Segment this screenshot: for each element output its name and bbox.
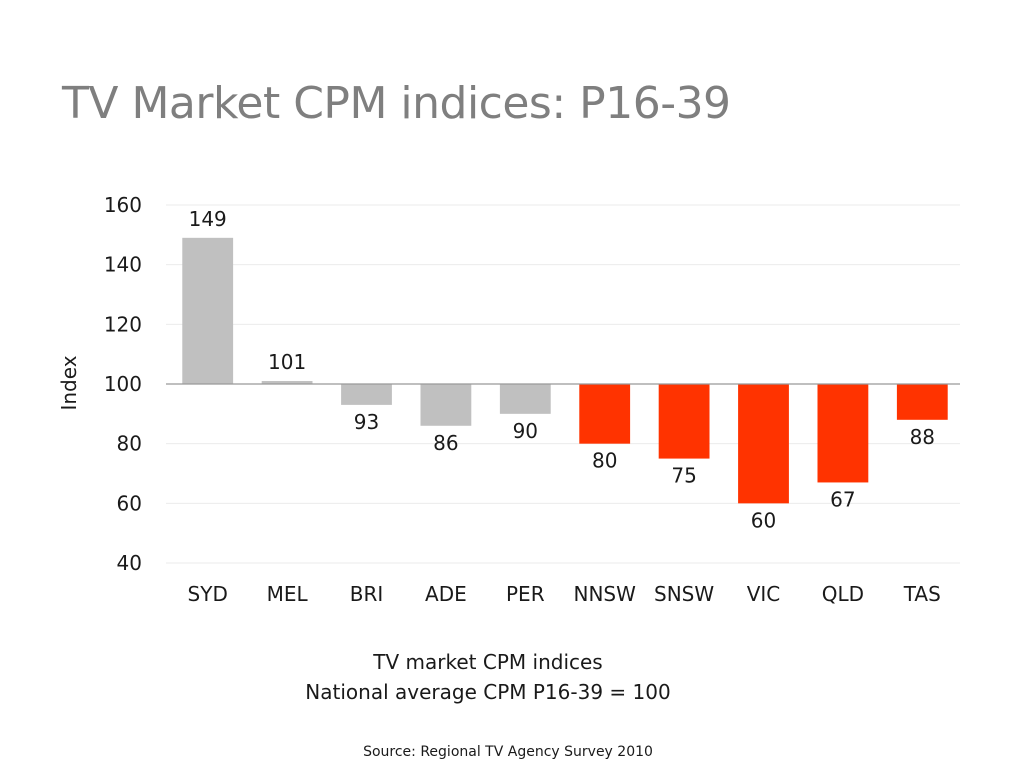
- y-axis-ticks: 40 60 80 100 120 140 160: [104, 193, 142, 575]
- y-tick-label: 80: [117, 432, 142, 456]
- bar-mel: [261, 381, 313, 384]
- bar-qld: [817, 384, 869, 483]
- data-label: 67: [830, 487, 855, 511]
- bars: [182, 237, 948, 504]
- x-tick-label: VIC: [747, 582, 781, 606]
- x-tick-label: ADE: [425, 582, 467, 606]
- bar-syd: [182, 237, 234, 384]
- y-tick-label: 40: [117, 551, 142, 575]
- y-tick-label: 60: [117, 491, 142, 515]
- data-label: 60: [751, 508, 776, 532]
- x-tick-label: MEL: [267, 582, 309, 606]
- data-labels: 149 101 93 86 90 80 75 60 67 88: [189, 207, 935, 533]
- data-label: 149: [189, 207, 227, 231]
- source-note: Source: Regional TV Agency Survey 2010: [363, 744, 653, 760]
- data-label: 80: [592, 449, 617, 473]
- x-tick-label: NNSW: [573, 582, 636, 606]
- x-tick-label: SNSW: [654, 582, 714, 606]
- bar-snsw: [658, 384, 710, 459]
- slide-title: TV Market CPM indices: P16-39: [62, 78, 731, 129]
- data-label: 75: [671, 464, 696, 488]
- y-axis-label: Index: [57, 355, 81, 410]
- bar-bri: [341, 384, 392, 405]
- y-tick-label: 140: [104, 253, 142, 277]
- data-label: 101: [268, 350, 306, 374]
- y-tick-label: 100: [104, 372, 142, 396]
- gridlines: [166, 204, 960, 564]
- y-tick-label: 160: [104, 193, 142, 217]
- x-tick-label: PER: [506, 582, 545, 606]
- bar-vic: [738, 384, 789, 504]
- x-tick-label: BRI: [350, 582, 384, 606]
- bar-tas: [896, 384, 948, 420]
- data-label: 93: [354, 410, 379, 434]
- data-label: 90: [513, 419, 538, 443]
- chart-caption: TV market CPM indices: [373, 650, 603, 674]
- chart-caption-subtitle: National average CPM P16-39 = 100: [305, 680, 671, 704]
- x-tick-label: TAS: [903, 582, 941, 606]
- x-tick-label: QLD: [822, 582, 864, 606]
- data-label: 86: [433, 431, 458, 455]
- bar-ade: [420, 384, 472, 426]
- y-tick-label: 120: [104, 312, 142, 336]
- bar-per: [499, 384, 551, 414]
- x-tick-label: SYD: [188, 582, 228, 606]
- bar-nnsw: [579, 384, 631, 444]
- x-axis-ticks: SYD MEL BRI ADE PER NNSW SNSW VIC QLD TAS: [188, 582, 941, 606]
- data-label: 88: [910, 425, 935, 449]
